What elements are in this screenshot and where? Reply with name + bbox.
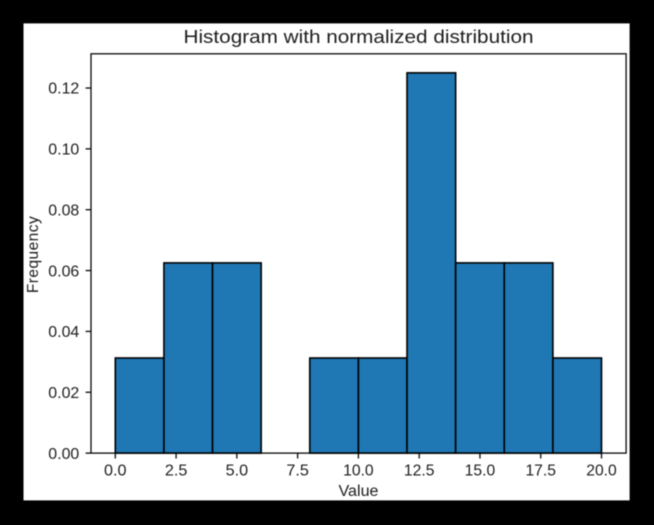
svg-text:0.06: 0.06 [48,263,79,280]
svg-text:10.0: 10.0 [343,463,374,480]
svg-text:Value: Value [339,483,379,500]
svg-text:17.5: 17.5 [525,463,556,480]
svg-text:0.0: 0.0 [104,463,127,480]
svg-text:5.0: 5.0 [226,463,249,480]
svg-text:7.5: 7.5 [286,463,309,480]
svg-text:2.5: 2.5 [165,463,188,480]
svg-text:15.0: 15.0 [465,463,496,480]
svg-text:Histogram with normalized dist: Histogram with normalized distribution [184,26,534,47]
svg-text:0.02: 0.02 [48,385,79,402]
svg-text:0.08: 0.08 [48,202,79,219]
svg-text:0.04: 0.04 [48,324,79,341]
svg-text:12.5: 12.5 [404,463,435,480]
svg-text:20.0: 20.0 [586,463,617,480]
svg-text:0.12: 0.12 [48,81,79,98]
svg-text:0.00: 0.00 [48,446,79,463]
svg-text:Frequency: Frequency [25,216,42,293]
svg-text:0.10: 0.10 [48,142,79,159]
